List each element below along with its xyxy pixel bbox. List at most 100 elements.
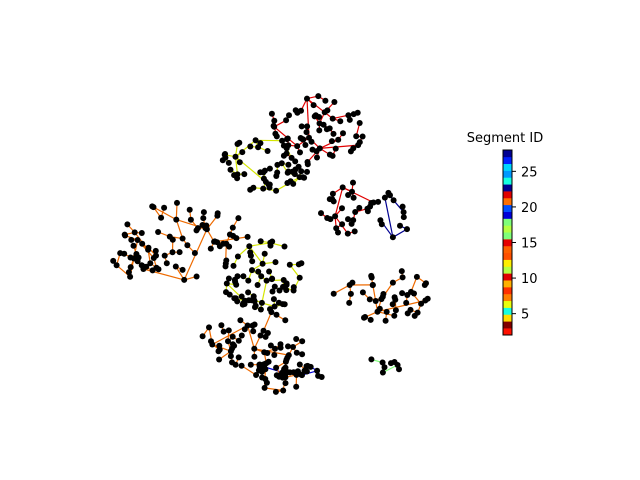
network-node: [328, 138, 335, 145]
network-node: [413, 273, 420, 280]
network-node: [199, 222, 206, 228]
network-node: [273, 187, 280, 194]
network-node: [273, 372, 280, 379]
network-node: [241, 171, 248, 178]
network-node: [404, 292, 411, 298]
network-node: [356, 120, 363, 126]
network-node: [122, 232, 129, 239]
colorbar-segment: [503, 321, 512, 329]
colorbar-ticks: 5 10 15 20 25: [512, 165, 538, 323]
network-node: [332, 213, 339, 220]
network-node: [350, 145, 357, 152]
network-node: [286, 261, 293, 268]
network-node: [135, 254, 142, 261]
network-node: [351, 228, 358, 235]
network-node: [389, 279, 396, 286]
network-node: [293, 383, 300, 390]
network-node: [391, 312, 398, 319]
network-node: [245, 297, 252, 304]
network-node: [249, 258, 256, 265]
network-node: [290, 284, 297, 291]
network-node: [187, 216, 194, 223]
network-node: [271, 303, 278, 310]
network-node: [286, 112, 292, 119]
network-node: [340, 130, 346, 137]
network-edge: [247, 325, 255, 349]
network-node: [268, 276, 275, 283]
network-node: [240, 273, 247, 280]
network-node: [152, 247, 159, 254]
network-edge: [248, 245, 264, 265]
network-node: [318, 374, 325, 380]
network-node: [285, 168, 292, 175]
network-node: [271, 283, 278, 290]
network-node: [330, 290, 337, 297]
network-node: [250, 328, 257, 335]
network-node: [271, 117, 278, 124]
network-node: [285, 161, 292, 168]
network-node: [356, 204, 363, 211]
network-node: [400, 214, 407, 221]
network-node: [222, 154, 229, 161]
network-node: [216, 356, 223, 363]
network-node: [364, 205, 371, 212]
network-node: [247, 249, 254, 256]
network-node: [380, 291, 387, 297]
network-node: [299, 338, 306, 345]
colorbar-segment: [503, 273, 512, 281]
network-edge: [153, 206, 177, 221]
network-node: [329, 152, 336, 159]
network-node: [186, 206, 193, 213]
network-node: [149, 267, 156, 274]
network-node: [332, 145, 339, 152]
network-node: [207, 245, 214, 252]
network-node: [411, 290, 417, 297]
network-node: [127, 264, 134, 271]
network-node: [346, 299, 353, 306]
colorbar-tick-label: 15: [521, 237, 538, 252]
colorbar-segment: [503, 184, 512, 192]
network-node: [403, 299, 410, 306]
network-node: [173, 216, 180, 223]
network-node: [206, 324, 212, 331]
network-node: [404, 226, 410, 233]
network-node: [339, 184, 346, 191]
network-node: [238, 332, 245, 339]
network-node: [279, 374, 286, 381]
network-node: [298, 260, 305, 267]
network-edge: [212, 324, 248, 346]
network-node: [238, 362, 245, 369]
network-node: [273, 311, 280, 318]
network-node: [236, 139, 243, 146]
network-node: [262, 376, 269, 382]
colorbar-segment: [503, 245, 512, 254]
network-node: [138, 230, 145, 236]
colorbar-segment: [503, 191, 512, 199]
network-edge: [319, 144, 359, 149]
network-node: [398, 268, 405, 275]
network-node: [130, 242, 137, 249]
network-node: [303, 129, 310, 136]
network-node: [258, 299, 265, 306]
network-node: [239, 149, 246, 156]
network-node: [220, 328, 227, 335]
network-node: [283, 145, 290, 152]
network-node: [143, 263, 150, 270]
network-node: [264, 330, 271, 336]
network-node: [184, 242, 191, 249]
network-node: [287, 369, 293, 376]
network-node: [282, 380, 289, 387]
network-node: [257, 306, 264, 313]
network-node: [302, 142, 309, 148]
network-node: [304, 123, 311, 130]
network-node: [223, 257, 230, 264]
network-node: [239, 301, 246, 308]
network-edge: [175, 219, 184, 239]
network-node: [235, 354, 242, 361]
network-edge: [334, 187, 344, 217]
network-node: [216, 342, 223, 349]
network-edge: [249, 242, 271, 247]
network-node: [230, 262, 237, 269]
network-node: [246, 243, 253, 250]
